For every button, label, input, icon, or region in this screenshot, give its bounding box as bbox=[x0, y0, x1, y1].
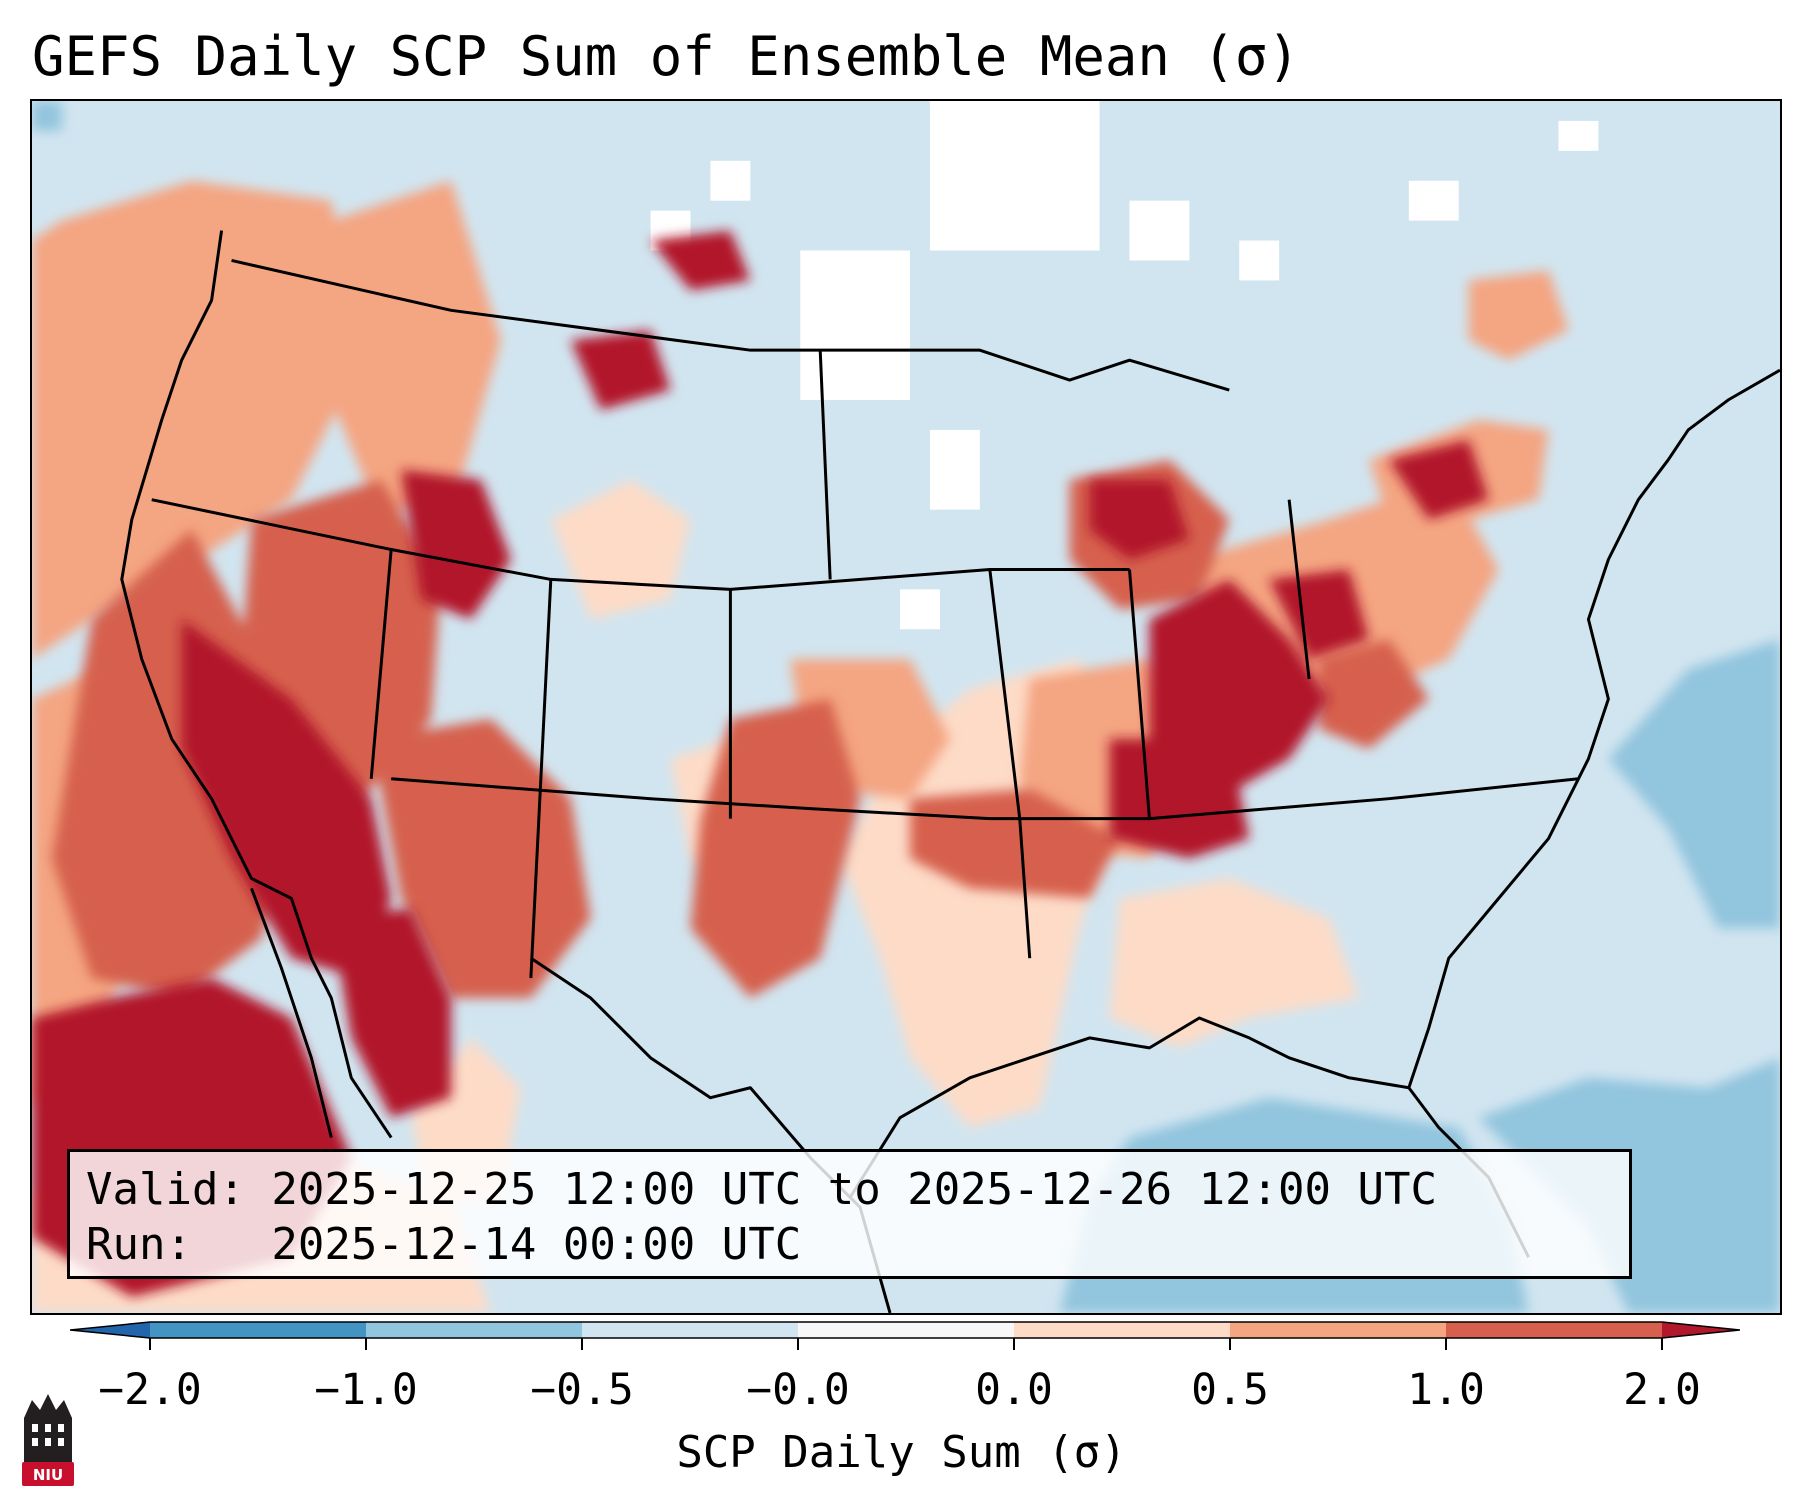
colorbar-tick-label: 2.0 bbox=[1623, 1365, 1701, 1415]
colorbar-tick-label: 0.0 bbox=[975, 1365, 1053, 1415]
colorbar-bin-4 bbox=[798, 1322, 1014, 1338]
colorbar-tick-label: 1.0 bbox=[1407, 1365, 1485, 1415]
colorbar-tick-label: −0.0 bbox=[746, 1365, 850, 1415]
valid-time-text: Valid: 2025-12-25 12:00 UTC to 2025-12-2… bbox=[86, 1164, 1438, 1215]
colorbar-bin-2 bbox=[366, 1322, 582, 1338]
run-time-text: Run: 2025-12-14 00:00 UTC bbox=[86, 1219, 802, 1270]
niu-logo: NIU bbox=[22, 1394, 74, 1486]
coastline-and-borders bbox=[120, 230, 1780, 1313]
colorbar-bin-7 bbox=[1446, 1322, 1662, 1338]
colorbar-tick-label: −0.5 bbox=[530, 1365, 634, 1415]
colorbar-tick-label: −1.0 bbox=[314, 1365, 418, 1415]
map-frame bbox=[30, 99, 1782, 1315]
colorbar-bin-6 bbox=[1230, 1322, 1446, 1338]
colorbar-label: SCP Daily Sum (σ) bbox=[676, 1427, 1127, 1478]
colorbar-tick-label: −2.0 bbox=[98, 1365, 202, 1415]
colorbar-under-arrow bbox=[70, 1322, 150, 1338]
colorbar-bin-3 bbox=[582, 1322, 798, 1338]
colorbar-bin-1 bbox=[150, 1322, 366, 1338]
colorbar-bin-5 bbox=[1014, 1322, 1230, 1338]
validity-info-box: Valid: 2025-12-25 12:00 UTC to 2025-12-2… bbox=[67, 1149, 1632, 1279]
logo-text: NIU bbox=[33, 1466, 63, 1484]
chart-title: GEFS Daily SCP Sum of Ensemble Mean (σ) bbox=[32, 25, 1300, 88]
anomaly-map bbox=[32, 101, 1780, 1313]
colorbar bbox=[70, 1321, 1740, 1350]
colorbar-tick-label: 0.5 bbox=[1191, 1365, 1269, 1415]
colorbar-over-arrow bbox=[1662, 1322, 1740, 1338]
